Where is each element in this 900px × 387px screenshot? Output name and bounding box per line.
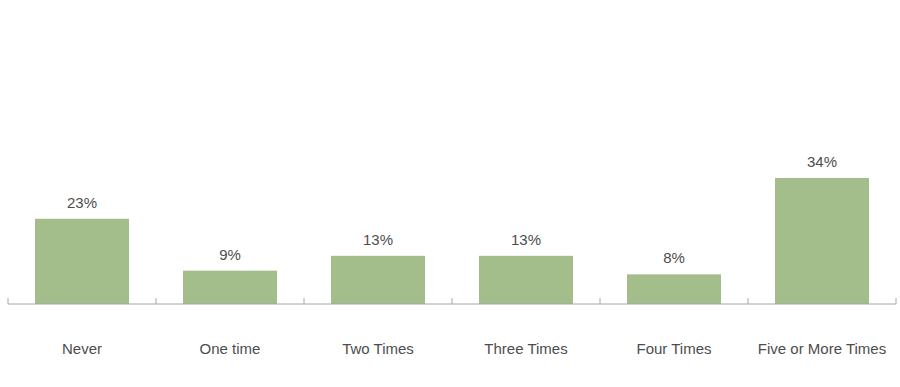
bar bbox=[479, 256, 573, 304]
tick-label: Five or More Times bbox=[758, 340, 886, 357]
bar bbox=[35, 219, 129, 304]
separator-tick bbox=[896, 298, 897, 304]
data-label: 9% bbox=[219, 246, 241, 263]
separator-tick bbox=[748, 298, 749, 304]
data-label: 13% bbox=[363, 231, 393, 248]
data-label: 8% bbox=[663, 249, 685, 266]
tick-label: Four Times bbox=[636, 340, 711, 357]
tick: Never bbox=[62, 304, 102, 357]
separator-tick bbox=[600, 298, 601, 304]
tick: Two Times bbox=[342, 304, 414, 357]
data-labels: 23% 9% 13% 13% 8% 34% bbox=[67, 153, 837, 266]
tick: Four Times bbox=[636, 304, 711, 357]
tick: Five or More Times bbox=[758, 304, 886, 357]
data-label: 34% bbox=[807, 153, 837, 170]
tick: Three Times bbox=[484, 304, 567, 357]
tick-label: One time bbox=[200, 340, 261, 357]
x-axis: Never One time Two Times Three Times Four Ti… bbox=[8, 304, 896, 357]
tick-label: Three Times bbox=[484, 340, 567, 357]
separator-tick bbox=[304, 298, 305, 304]
bar bbox=[627, 274, 721, 304]
separator-tick bbox=[8, 298, 9, 304]
bar bbox=[331, 256, 425, 304]
separator-tick bbox=[156, 298, 157, 304]
data-label: 13% bbox=[511, 231, 541, 248]
bar bbox=[183, 271, 277, 304]
tick-label: Two Times bbox=[342, 340, 414, 357]
chart: Never One time Two Times Three Times Four Ti… bbox=[0, 0, 900, 387]
bars bbox=[35, 178, 869, 304]
tick-label: Never bbox=[62, 340, 102, 357]
separator-tick bbox=[452, 298, 453, 304]
data-label: 23% bbox=[67, 194, 97, 211]
tick: One time bbox=[200, 304, 261, 357]
separator-ticks bbox=[8, 298, 896, 304]
bar bbox=[775, 178, 869, 304]
